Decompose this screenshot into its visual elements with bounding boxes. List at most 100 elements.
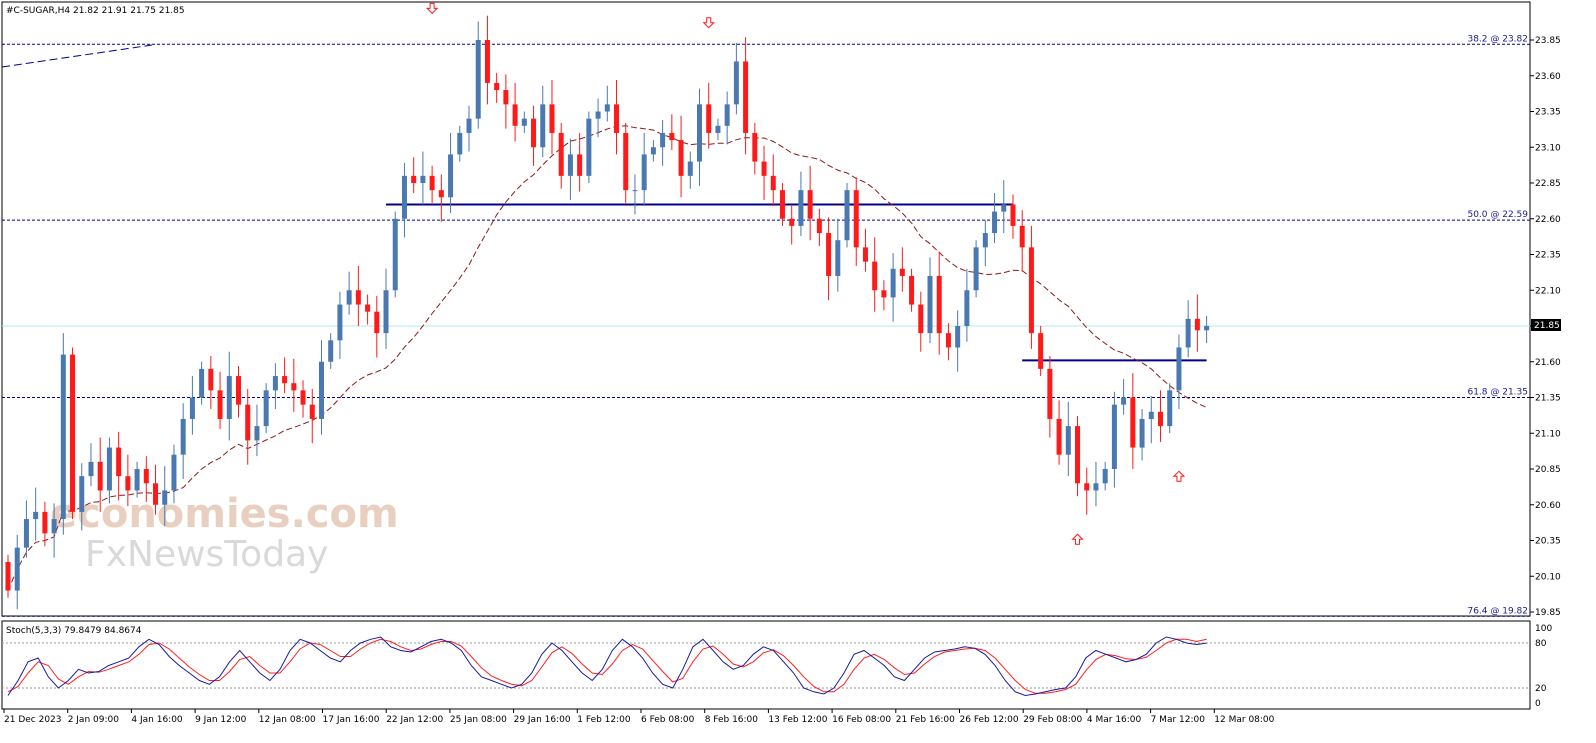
bear-candle <box>153 483 159 505</box>
bull-candle <box>835 240 841 276</box>
bear-candle <box>678 140 684 176</box>
bear-candle <box>411 175 417 183</box>
bear-candle <box>1130 397 1136 448</box>
bull-candle <box>632 190 638 192</box>
bear-candle <box>1158 411 1163 427</box>
price-tick-label: 23.60 <box>1535 72 1561 82</box>
bear-candle <box>208 368 214 391</box>
bull-candle <box>1065 426 1071 455</box>
stochastic-layer: 100 80 20 0 <box>2 624 1552 709</box>
moving-average-layer <box>7 125 1207 591</box>
bear-candle <box>945 333 951 348</box>
bull-candle <box>1001 204 1007 212</box>
price-axis: 23.85 23.60 23.35 23.10 22.85 22.60 22.35 22.10… <box>1530 36 1561 618</box>
bear-candle <box>309 404 315 419</box>
bull-candle <box>733 61 739 105</box>
time-tick-label: 16 Feb 08:00 <box>832 715 891 725</box>
bear-candle <box>826 233 832 276</box>
bull-candle <box>697 104 702 162</box>
current-price-tag-bg <box>1531 319 1561 331</box>
bear-candle <box>236 376 241 405</box>
bull-candle <box>992 211 998 234</box>
bull-candle <box>1111 404 1117 469</box>
bull-candle <box>1167 390 1173 427</box>
bull-candle <box>475 40 481 119</box>
price-tick-label: 22.60 <box>1535 215 1561 225</box>
bear-candle <box>1010 204 1016 226</box>
time-tick-label: 7 Mar 12:00 <box>1151 715 1206 725</box>
price-tick-label: 22.85 <box>1535 179 1561 189</box>
bull-candle <box>1185 318 1191 348</box>
time-tick-label: 4 Mar 16:00 <box>1087 715 1142 725</box>
time-tick-label: 29 Feb 08:00 <box>1023 715 1082 725</box>
stoch-main-line <box>7 636 1207 697</box>
price-tick-label: 21.10 <box>1535 429 1561 439</box>
bear-candle <box>116 447 122 477</box>
bear-candle <box>936 275 942 334</box>
time-tick-label: 25 Jan 08:00 <box>450 715 507 725</box>
bear-candle <box>531 118 537 148</box>
bull-candle <box>79 476 85 512</box>
bull-candle <box>171 454 177 491</box>
bear-candle <box>623 132 629 191</box>
stoch-pane-frame <box>1 620 1531 710</box>
bear-candle <box>909 275 915 305</box>
time-tick-label: 6 Feb 08:00 <box>641 715 695 725</box>
bear-candle <box>752 132 758 162</box>
bear-candle <box>355 290 361 305</box>
bull-candle <box>189 397 195 419</box>
price-tick-label: 21.35 <box>1535 394 1561 404</box>
bull-candle <box>457 132 463 155</box>
bull-candle <box>226 376 232 419</box>
bull-candle <box>1176 347 1182 391</box>
bull-candle <box>448 154 454 198</box>
watermark-economies: economies.com <box>50 491 399 537</box>
bull-candle <box>927 275 933 334</box>
bull-candle <box>724 104 730 126</box>
bull-candle <box>964 290 970 326</box>
bull-candle <box>982 233 988 248</box>
bull-candle <box>1148 411 1154 419</box>
fractal-down-arrow <box>425 2 439 15</box>
price-tick-label: 21.60 <box>1535 358 1561 368</box>
price-tick-label: 19.85 <box>1535 608 1561 618</box>
bull-candle <box>687 161 693 176</box>
stoch-tick-label: 80 <box>1535 639 1547 649</box>
bull-candle <box>595 111 601 119</box>
bear-candle <box>245 404 251 441</box>
bull-candle <box>328 340 334 362</box>
bear-candle <box>761 161 767 176</box>
price-tick-label: 20.10 <box>1535 572 1561 582</box>
stoch-tick-label: 0 <box>1535 699 1541 709</box>
bull-candle <box>641 154 647 191</box>
bull-candle <box>23 519 29 548</box>
fib-level-label: 61.8 @ 21.35 <box>1467 388 1528 398</box>
price-tick-label: 22.10 <box>1535 286 1561 296</box>
bull-candle <box>1204 326 1210 331</box>
current-price-tag: 21.85 <box>1534 321 1560 331</box>
bull-candle <box>392 218 398 291</box>
bear-candle <box>291 383 297 391</box>
bear-candle <box>42 511 48 534</box>
time-tick-label: 26 Feb 12:00 <box>960 715 1019 725</box>
stoch-tick-label: 20 <box>1535 684 1547 694</box>
bear-candle <box>365 304 371 312</box>
time-tick-label: 2 Jan 09:00 <box>68 715 120 725</box>
bear-candle <box>512 104 518 126</box>
price-tick-label: 22.35 <box>1535 251 1561 261</box>
moving-average-line <box>7 125 1207 591</box>
main-pane-frame <box>1 1 1531 617</box>
bull-candle <box>180 418 186 455</box>
bull-candle <box>466 118 472 133</box>
bear-candle <box>503 90 509 105</box>
bull-candle <box>401 175 407 219</box>
bull-candle <box>88 461 94 477</box>
bull-candle <box>60 354 66 520</box>
bull-candle <box>890 268 896 298</box>
time-tick-label: 1 Feb 12:00 <box>577 715 631 725</box>
price-tick-label: 23.10 <box>1535 143 1561 153</box>
bear-candle <box>143 469 149 484</box>
bear-candle <box>484 40 490 83</box>
bear-candle <box>614 104 620 133</box>
bull-candle <box>263 390 269 427</box>
